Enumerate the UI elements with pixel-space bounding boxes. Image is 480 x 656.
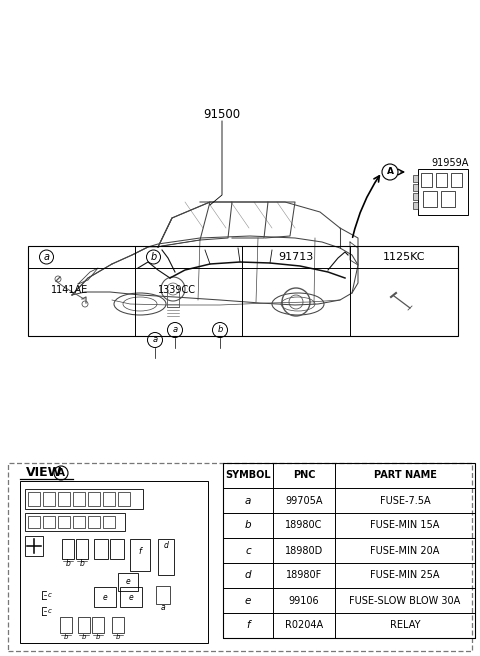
Text: 18980F: 18980F: [286, 571, 322, 581]
Bar: [413, 193, 418, 200]
Bar: [413, 202, 418, 209]
Bar: [451, 173, 462, 187]
Text: VIEW: VIEW: [26, 466, 62, 480]
Text: d: d: [164, 541, 168, 550]
Text: d: d: [245, 571, 252, 581]
Bar: [43, 516, 55, 528]
Text: 91500: 91500: [204, 108, 240, 121]
Text: 1141AE: 1141AE: [51, 285, 88, 295]
Text: b: b: [116, 634, 120, 640]
Text: b: b: [96, 634, 100, 640]
Text: c: c: [48, 592, 52, 598]
Bar: [88, 516, 100, 528]
Bar: [25, 536, 43, 556]
Bar: [118, 573, 138, 591]
Bar: [92, 617, 104, 633]
Text: e: e: [245, 596, 251, 605]
Bar: [28, 246, 458, 336]
Bar: [110, 539, 124, 559]
Bar: [43, 492, 55, 506]
Text: b: b: [66, 558, 71, 567]
Bar: [103, 492, 115, 506]
Text: a: a: [153, 335, 157, 344]
Bar: [88, 492, 100, 506]
Text: 99705A: 99705A: [285, 495, 323, 506]
Bar: [421, 173, 432, 187]
Bar: [130, 539, 150, 571]
Bar: [156, 586, 170, 604]
Text: c: c: [48, 608, 52, 614]
Text: a: a: [161, 604, 165, 613]
Text: f: f: [139, 546, 142, 556]
Text: c: c: [245, 546, 251, 556]
Text: FUSE-MIN 15A: FUSE-MIN 15A: [370, 520, 440, 531]
Text: a: a: [245, 495, 251, 506]
Bar: [94, 587, 116, 607]
Text: 1125KC: 1125KC: [383, 252, 425, 262]
Text: RELAY: RELAY: [390, 621, 420, 630]
Bar: [76, 539, 88, 559]
Bar: [223, 463, 475, 638]
Bar: [441, 191, 455, 207]
Bar: [58, 516, 70, 528]
Text: 99106: 99106: [288, 596, 319, 605]
Text: FUSE-MIN 20A: FUSE-MIN 20A: [370, 546, 440, 556]
Bar: [436, 173, 447, 187]
Bar: [28, 516, 40, 528]
Bar: [8, 463, 472, 651]
Text: 18980C: 18980C: [285, 520, 323, 531]
Text: e: e: [103, 592, 108, 602]
Bar: [413, 175, 418, 182]
Text: PART NAME: PART NAME: [373, 470, 436, 480]
Bar: [418, 169, 468, 215]
Text: 1339CC: 1339CC: [157, 285, 195, 295]
Bar: [73, 492, 85, 506]
Bar: [73, 516, 85, 528]
Bar: [158, 539, 174, 575]
Bar: [25, 489, 143, 509]
Bar: [58, 492, 70, 506]
Text: R0204A: R0204A: [285, 621, 323, 630]
Text: a: a: [172, 325, 178, 335]
Text: b: b: [217, 325, 223, 335]
Text: A: A: [57, 468, 65, 478]
Bar: [103, 516, 115, 528]
Text: e: e: [129, 592, 133, 602]
Text: FUSE-SLOW BLOW 30A: FUSE-SLOW BLOW 30A: [349, 596, 461, 605]
Bar: [118, 492, 130, 506]
Bar: [20, 481, 208, 643]
Text: b: b: [245, 520, 252, 531]
Text: FUSE-MIN 25A: FUSE-MIN 25A: [370, 571, 440, 581]
Text: b: b: [80, 558, 84, 567]
Text: e: e: [126, 577, 131, 586]
Bar: [62, 539, 74, 559]
Text: b: b: [82, 634, 86, 640]
Text: b: b: [64, 634, 68, 640]
Bar: [413, 184, 418, 191]
Text: a: a: [44, 252, 49, 262]
Text: FUSE-7.5A: FUSE-7.5A: [380, 495, 430, 506]
Text: SYMBOL: SYMBOL: [225, 470, 271, 480]
Bar: [112, 617, 124, 633]
Bar: [60, 617, 72, 633]
Text: 91959A: 91959A: [432, 158, 468, 168]
Text: f: f: [246, 621, 250, 630]
Text: b: b: [150, 252, 156, 262]
Text: PNC: PNC: [293, 470, 315, 480]
Text: 91713: 91713: [278, 252, 313, 262]
Bar: [78, 617, 90, 633]
Bar: [25, 513, 125, 531]
Text: 18980D: 18980D: [285, 546, 323, 556]
Bar: [94, 539, 108, 559]
Text: A: A: [386, 167, 394, 176]
Bar: [120, 587, 142, 607]
Bar: [423, 191, 437, 207]
Bar: [28, 492, 40, 506]
